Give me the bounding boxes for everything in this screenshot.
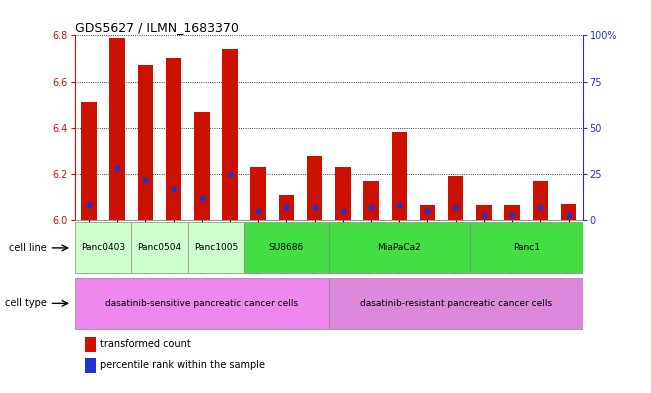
Point (422, 208, 433, 214)
Text: GDS5627 / ILMN_1683370: GDS5627 / ILMN_1683370 (75, 21, 239, 34)
Bar (244, 222, 329, 274)
Point (281, 204, 292, 210)
Bar (166, 59, 182, 220)
Point (338, 208, 348, 214)
Text: dasatinib-resistant pancreatic cancer cells: dasatinib-resistant pancreatic cancer ce… (359, 299, 552, 308)
Text: SU8686: SU8686 (269, 243, 304, 252)
Bar (75, 278, 329, 329)
Point (112, 165, 122, 172)
Bar (391, 132, 407, 220)
Text: cell type: cell type (5, 298, 47, 309)
Point (253, 208, 264, 214)
Bar (533, 181, 548, 220)
Bar (85, 358, 96, 373)
Text: Panc0504: Panc0504 (137, 243, 182, 252)
Text: Panc1: Panc1 (513, 243, 540, 252)
Bar (75, 222, 132, 274)
Bar (363, 181, 379, 220)
Bar (329, 278, 583, 329)
Bar (85, 337, 96, 352)
Point (309, 204, 320, 210)
Point (84, 202, 94, 209)
Point (507, 211, 518, 218)
Text: cell line: cell line (9, 243, 47, 253)
Bar (448, 176, 464, 220)
Bar (420, 205, 436, 220)
Text: dasatinib-sensitive pancreatic cancer cells: dasatinib-sensitive pancreatic cancer ce… (105, 299, 298, 308)
Text: Panc1005: Panc1005 (194, 243, 238, 252)
Point (394, 202, 404, 209)
Bar (505, 205, 520, 220)
Text: transformed count: transformed count (100, 340, 191, 349)
Bar (137, 65, 153, 220)
Bar (329, 222, 470, 274)
Point (225, 171, 235, 177)
Point (366, 204, 376, 210)
Point (140, 176, 150, 183)
Point (169, 185, 179, 192)
Point (450, 204, 461, 210)
Bar (194, 112, 210, 220)
Bar (81, 102, 97, 220)
Bar (109, 38, 125, 220)
Bar (561, 204, 576, 220)
Point (478, 211, 489, 218)
Point (535, 204, 546, 210)
Bar (470, 222, 583, 274)
Bar (222, 49, 238, 220)
Bar (279, 195, 294, 220)
Text: MiaPaCa2: MiaPaCa2 (378, 243, 421, 252)
Point (197, 195, 207, 201)
Text: percentile rank within the sample: percentile rank within the sample (100, 360, 265, 370)
Point (563, 211, 574, 218)
Bar (476, 205, 492, 220)
Bar (335, 167, 351, 220)
Bar (132, 222, 187, 274)
Text: Panc0403: Panc0403 (81, 243, 125, 252)
Bar (187, 222, 244, 274)
Bar (307, 156, 322, 220)
Bar (251, 167, 266, 220)
